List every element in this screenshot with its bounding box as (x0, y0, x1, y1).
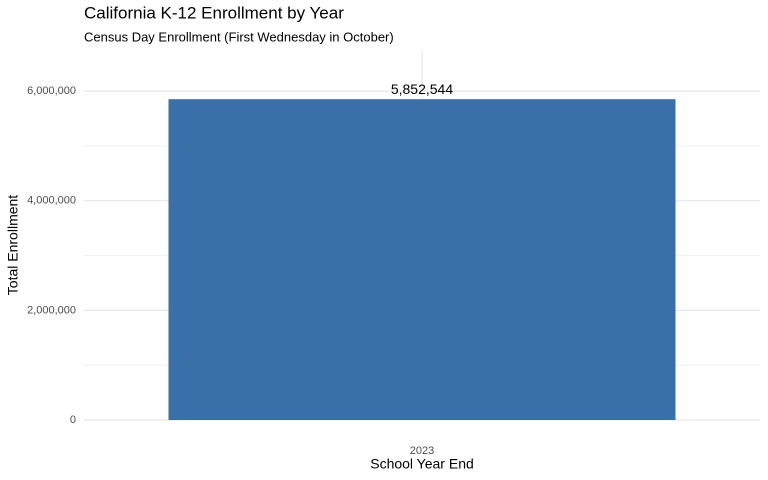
y-tick-label: 0 (70, 414, 76, 426)
chart-title: California K-12 Enrollment by Year (84, 3, 344, 22)
y-tick-label: 6,000,000 (27, 85, 76, 97)
y-tick-label: 2,000,000 (27, 304, 76, 316)
y-tick-label: 4,000,000 (27, 195, 76, 207)
x-tick-label: 2023 (410, 445, 434, 457)
x-axis-title: School Year End (370, 456, 474, 472)
value-label: 5,852,544 (391, 81, 453, 97)
y-axis-title: Total Enrollment (5, 195, 21, 295)
chart-subtitle: Census Day Enrollment (First Wednesday i… (84, 29, 394, 44)
bar (168, 99, 676, 421)
